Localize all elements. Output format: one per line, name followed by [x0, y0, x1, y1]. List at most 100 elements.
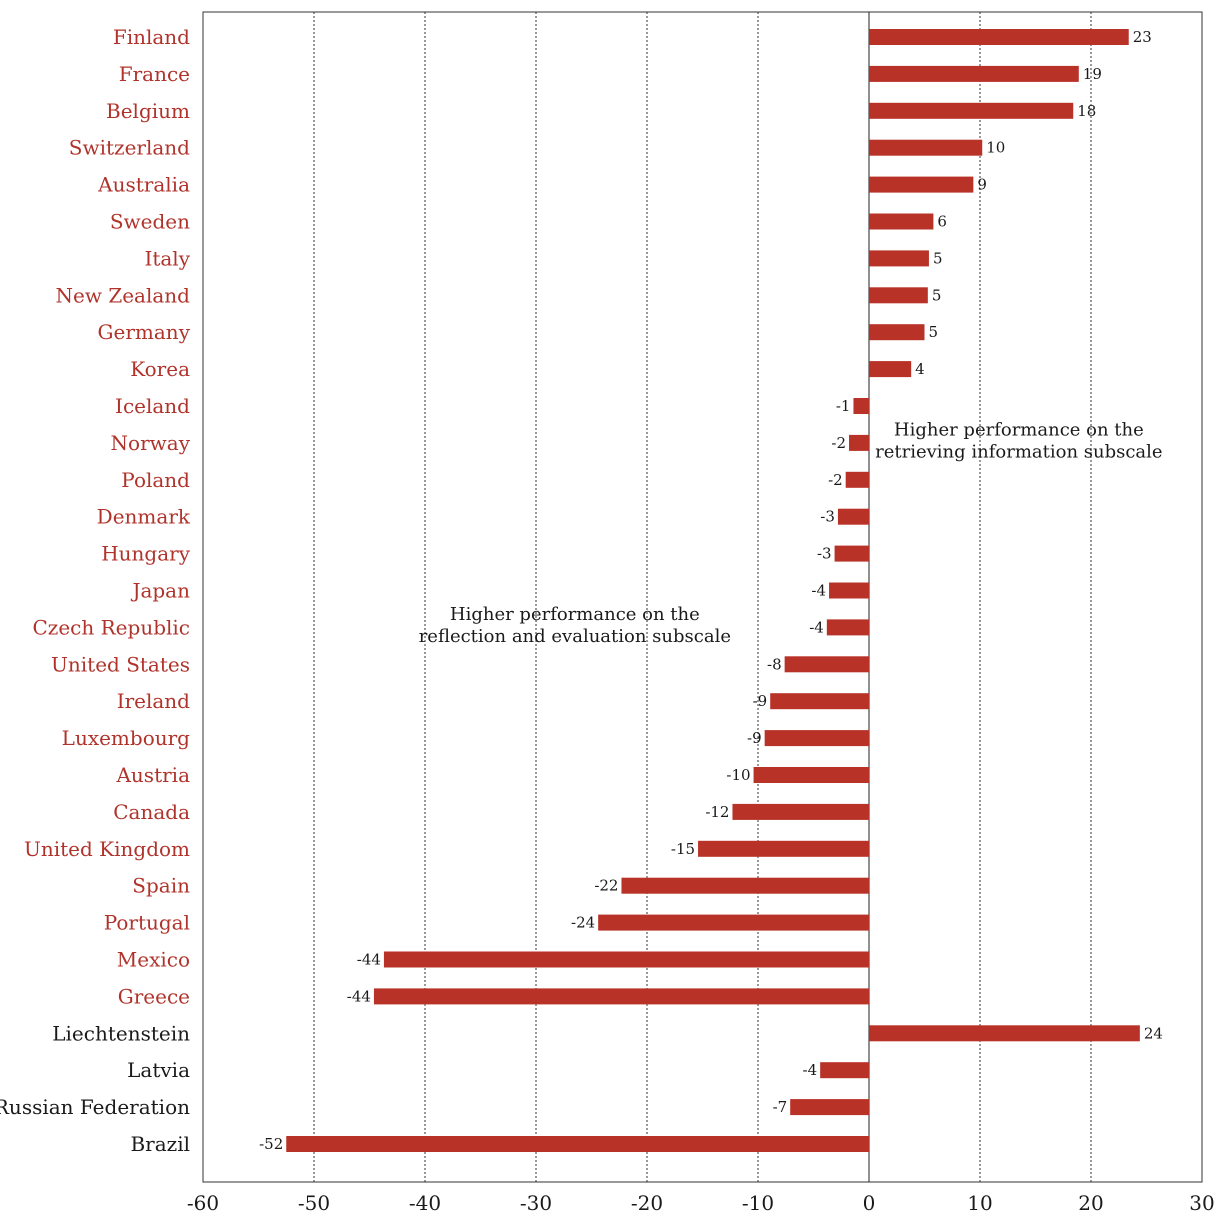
bar: [869, 361, 912, 378]
value-label: -1: [836, 397, 851, 415]
annotation-text: retrieving information subscale: [875, 442, 1162, 463]
category-label: Korea: [130, 357, 190, 381]
category-label: Ireland: [117, 689, 190, 713]
category-label: New Zealand: [56, 283, 191, 307]
value-label: -44: [347, 987, 371, 1005]
annotation-text: Higher performance on the: [450, 604, 700, 625]
value-label: -22: [594, 877, 618, 895]
category-label: Russian Federation: [0, 1095, 190, 1119]
bars: [286, 29, 1140, 1152]
bar: [698, 840, 869, 857]
plot-frame: [202, 11, 1203, 1183]
bar: [790, 1099, 869, 1116]
annotation-text: Higher performance on the: [894, 420, 1144, 441]
bar: [869, 176, 974, 193]
category-label: Denmark: [97, 505, 191, 529]
value-label: -4: [809, 618, 824, 636]
x-tick-label: 10: [967, 1191, 992, 1215]
value-label: 5: [933, 249, 943, 267]
value-label: -52: [259, 1135, 283, 1153]
category-label: Spain: [132, 874, 190, 898]
category-label: Austria: [115, 763, 190, 787]
category-label: Belgium: [106, 99, 190, 123]
bar: [598, 914, 869, 931]
bar: [869, 29, 1129, 45]
x-axis-tick-labels: -60 -50 -40 -30 -20 -10 0 10 20 30: [187, 1191, 1215, 1215]
value-label: -8: [767, 655, 782, 673]
category-label: Greece: [118, 984, 190, 1008]
value-label: 10: [986, 139, 1005, 157]
category-label: Switzerland: [69, 136, 190, 160]
value-label: 4: [915, 360, 925, 378]
value-label: -12: [705, 803, 729, 821]
x-tick-label: -10: [742, 1191, 774, 1215]
bar: [770, 693, 869, 710]
bar: [621, 877, 869, 894]
category-label: Portugal: [104, 911, 190, 935]
value-label: 9: [977, 176, 987, 194]
value-label: -2: [828, 471, 843, 489]
category-label: United States: [51, 652, 190, 676]
value-label: 6: [937, 213, 947, 231]
value-label: -3: [817, 545, 832, 563]
bar: [764, 730, 869, 747]
x-tick-label: 20: [1078, 1191, 1103, 1215]
bar: [286, 1136, 869, 1152]
bar: [834, 545, 869, 562]
value-label: -7: [773, 1098, 788, 1116]
category-label: Finland: [113, 25, 190, 49]
x-tick-label: 30: [1189, 1191, 1214, 1215]
category-label: Brazil: [130, 1132, 190, 1156]
x-tick-label: -50: [298, 1191, 330, 1215]
category-label: Poland: [121, 468, 190, 492]
category-label: Luxembourg: [62, 726, 191, 750]
value-label: -4: [811, 582, 826, 600]
value-label: 23: [1133, 28, 1152, 46]
x-tick-label: -60: [187, 1191, 219, 1215]
value-label: -4: [803, 1061, 818, 1079]
category-label: Iceland: [115, 394, 190, 418]
value-label: 5: [932, 286, 942, 304]
category-label: Mexico: [117, 948, 190, 972]
bar: [869, 287, 928, 304]
grid-lines: [313, 12, 1092, 1182]
x-tick-label: -40: [409, 1191, 441, 1215]
category-label: Italy: [144, 246, 190, 270]
x-tick-label: 0: [863, 1191, 876, 1215]
value-label: 18: [1077, 102, 1096, 120]
value-label: -3: [820, 508, 835, 526]
category-label: Sweden: [110, 210, 190, 234]
category-label: Hungary: [101, 542, 190, 566]
bar: [853, 398, 869, 414]
bar: [869, 65, 1079, 82]
category-label: Czech Republic: [33, 615, 191, 639]
annotation-text: reflection and evaluation subscale: [419, 626, 731, 647]
category-label: Australia: [97, 173, 190, 197]
category-label: United Kingdom: [24, 837, 190, 861]
value-label: -24: [571, 914, 595, 932]
category-label: Germany: [98, 320, 191, 344]
category-label: Liechtenstein: [52, 1021, 190, 1045]
x-tick-label: -20: [631, 1191, 663, 1215]
category-label: Latvia: [127, 1058, 190, 1082]
value-label: 24: [1144, 1024, 1163, 1042]
category-label: France: [119, 62, 190, 86]
value-label: -44: [357, 951, 381, 969]
bar: [869, 213, 934, 230]
value-label: 19: [1083, 65, 1102, 83]
bar: [849, 434, 869, 451]
category-labels: Finland France Belgium Switzerland Australia…: [0, 25, 191, 1156]
value-label: -2: [831, 434, 846, 452]
bar: [373, 988, 869, 1005]
bar: [869, 250, 929, 267]
bar: [753, 767, 869, 783]
value-label: -10: [726, 766, 750, 784]
bar: [869, 324, 925, 341]
x-tick-label: -30: [520, 1191, 552, 1215]
bar: [820, 1062, 869, 1079]
bar: [869, 102, 1074, 119]
bar: [383, 951, 869, 968]
